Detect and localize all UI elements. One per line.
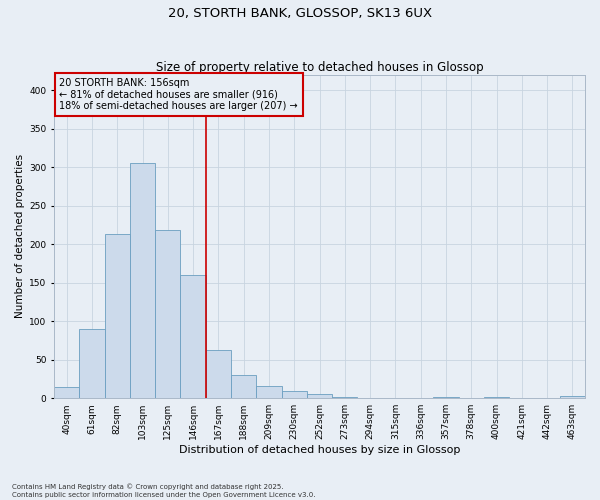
Bar: [433, 396, 458, 398]
Bar: [281, 390, 307, 398]
Bar: [307, 394, 332, 398]
Text: Contains HM Land Registry data © Crown copyright and database right 2025.
Contai: Contains HM Land Registry data © Crown c…: [12, 484, 316, 498]
Bar: [130, 164, 155, 398]
Text: 20 STORTH BANK: 156sqm
← 81% of detached houses are smaller (916)
18% of semi-de: 20 STORTH BANK: 156sqm ← 81% of detached…: [59, 78, 298, 111]
Y-axis label: Number of detached properties: Number of detached properties: [15, 154, 25, 318]
Bar: [206, 350, 231, 398]
Title: Size of property relative to detached houses in Glossop: Size of property relative to detached ho…: [156, 60, 484, 74]
X-axis label: Distribution of detached houses by size in Glossop: Distribution of detached houses by size …: [179, 445, 460, 455]
Bar: [54, 386, 79, 398]
Bar: [231, 375, 256, 398]
Bar: [256, 386, 281, 398]
Bar: [181, 275, 206, 398]
Bar: [79, 329, 104, 398]
Bar: [560, 396, 585, 398]
Bar: [104, 234, 130, 398]
Text: 20, STORTH BANK, GLOSSOP, SK13 6UX: 20, STORTH BANK, GLOSSOP, SK13 6UX: [168, 8, 432, 20]
Bar: [155, 230, 181, 398]
